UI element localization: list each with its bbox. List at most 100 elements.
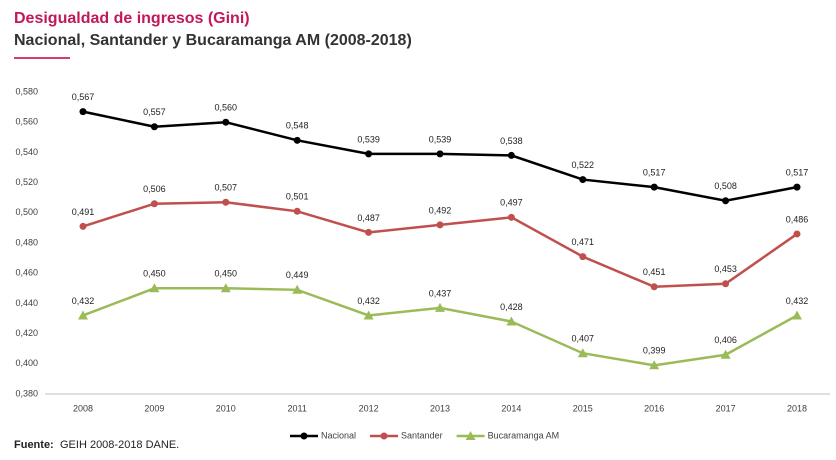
data-point bbox=[150, 123, 158, 131]
data-label: 0,539 bbox=[357, 134, 380, 144]
series-line bbox=[82, 287, 798, 367]
data-point bbox=[792, 310, 802, 320]
data-label: 0,492 bbox=[429, 205, 452, 215]
data-label: 0,557 bbox=[143, 107, 166, 117]
data-point bbox=[293, 136, 301, 144]
data-label: 0,508 bbox=[714, 181, 737, 191]
data-label: 0,437 bbox=[429, 288, 452, 298]
data-label: 0,539 bbox=[429, 134, 452, 144]
data-label: 0,507 bbox=[215, 183, 238, 193]
data-point bbox=[220, 283, 231, 293]
data-label: 0,487 bbox=[357, 213, 380, 223]
legend-label: Nacional bbox=[321, 430, 356, 440]
y-tick-label: 0,380 bbox=[15, 388, 38, 398]
legend-label: Santander bbox=[401, 430, 443, 440]
data-point bbox=[507, 213, 515, 221]
data-point bbox=[222, 118, 230, 126]
data-label: 0,522 bbox=[572, 160, 595, 170]
data-point bbox=[79, 108, 87, 116]
data-label: 0,506 bbox=[143, 184, 166, 194]
chart-subtitle: Nacional, Santander y Bucaramanga AM (20… bbox=[14, 32, 412, 49]
data-point bbox=[222, 198, 230, 206]
data-point bbox=[363, 310, 374, 320]
data-label: 0,407 bbox=[572, 334, 595, 344]
y-tick-label: 0,540 bbox=[15, 147, 38, 157]
data-point bbox=[577, 348, 588, 358]
data-label: 0,517 bbox=[786, 168, 809, 178]
data-label: 0,399 bbox=[643, 346, 666, 356]
x-tick-label: 2013 bbox=[430, 403, 450, 413]
data-point bbox=[720, 349, 731, 359]
x-tick-label: 2016 bbox=[644, 403, 664, 413]
y-tick-label: 0,520 bbox=[15, 177, 38, 187]
data-point bbox=[78, 310, 88, 320]
y-tick-label: 0,460 bbox=[15, 268, 38, 278]
data-label: 0,497 bbox=[500, 198, 523, 208]
data-label: 0,432 bbox=[357, 296, 380, 306]
x-tick-label: 2017 bbox=[716, 403, 736, 413]
source-label: Fuente: bbox=[14, 439, 54, 451]
data-point bbox=[436, 221, 444, 229]
data-label: 0,406 bbox=[714, 335, 737, 345]
y-tick-label: 0,440 bbox=[15, 298, 38, 308]
data-point bbox=[649, 360, 660, 370]
chart-title: Desigualdad de ingresos (Gini) bbox=[14, 10, 250, 27]
data-label: 0,453 bbox=[714, 264, 737, 274]
data-point bbox=[793, 183, 801, 191]
data-point bbox=[579, 253, 587, 261]
data-point bbox=[365, 150, 373, 158]
data-point bbox=[436, 150, 444, 158]
data-label: 0,501 bbox=[286, 192, 309, 202]
data-point bbox=[150, 200, 158, 208]
x-tick-label: 2011 bbox=[288, 403, 307, 413]
x-tick-label: 2010 bbox=[216, 403, 236, 413]
y-tick-label: 0,580 bbox=[15, 86, 38, 96]
data-point bbox=[793, 230, 801, 238]
data-label: 0,560 bbox=[215, 103, 238, 113]
data-point bbox=[579, 176, 587, 184]
data-point bbox=[293, 207, 301, 215]
data-point bbox=[722, 280, 730, 288]
data-point bbox=[292, 284, 303, 294]
data-point bbox=[650, 183, 658, 191]
y-tick-label: 0,400 bbox=[15, 358, 38, 368]
data-point bbox=[79, 222, 87, 230]
y-tick-label: 0,560 bbox=[15, 117, 38, 127]
x-tick-label: 2012 bbox=[359, 403, 379, 413]
data-label: 0,449 bbox=[286, 270, 309, 280]
x-tick-label: 2015 bbox=[573, 403, 593, 413]
data-point bbox=[435, 302, 445, 312]
data-point bbox=[149, 283, 160, 293]
data-label: 0,517 bbox=[643, 168, 666, 178]
y-tick-label: 0,420 bbox=[15, 328, 38, 338]
x-tick-label: 2008 bbox=[73, 403, 93, 413]
data-label: 0,486 bbox=[786, 214, 809, 224]
data-label: 0,450 bbox=[143, 269, 166, 279]
data-label: 0,471 bbox=[572, 237, 595, 247]
data-label: 0,548 bbox=[286, 121, 309, 131]
title-underline bbox=[14, 57, 70, 59]
x-tick-label: 2014 bbox=[501, 403, 521, 413]
legend-marker bbox=[300, 432, 308, 440]
data-label: 0,538 bbox=[500, 136, 523, 146]
legend-label: Bucaramanga AM bbox=[488, 430, 560, 440]
data-point bbox=[365, 228, 373, 236]
legend-marker bbox=[380, 432, 388, 440]
y-tick-label: 0,480 bbox=[15, 237, 38, 247]
data-label: 0,432 bbox=[72, 296, 95, 306]
data-point bbox=[507, 151, 515, 159]
legend-marker bbox=[465, 431, 476, 440]
data-label: 0,491 bbox=[72, 207, 95, 217]
source: GEIH 2008-2018 DANE. bbox=[60, 439, 179, 451]
data-point bbox=[650, 283, 658, 291]
data-label: 0,567 bbox=[72, 92, 95, 102]
data-label: 0,450 bbox=[215, 269, 238, 279]
data-point bbox=[506, 316, 517, 326]
x-tick-label: 2009 bbox=[144, 403, 164, 413]
x-tick-label: 2018 bbox=[787, 403, 807, 413]
y-tick-label: 0,500 bbox=[15, 207, 38, 217]
data-label: 0,428 bbox=[500, 302, 523, 312]
data-label: 0,432 bbox=[786, 296, 809, 306]
data-point bbox=[722, 197, 730, 205]
